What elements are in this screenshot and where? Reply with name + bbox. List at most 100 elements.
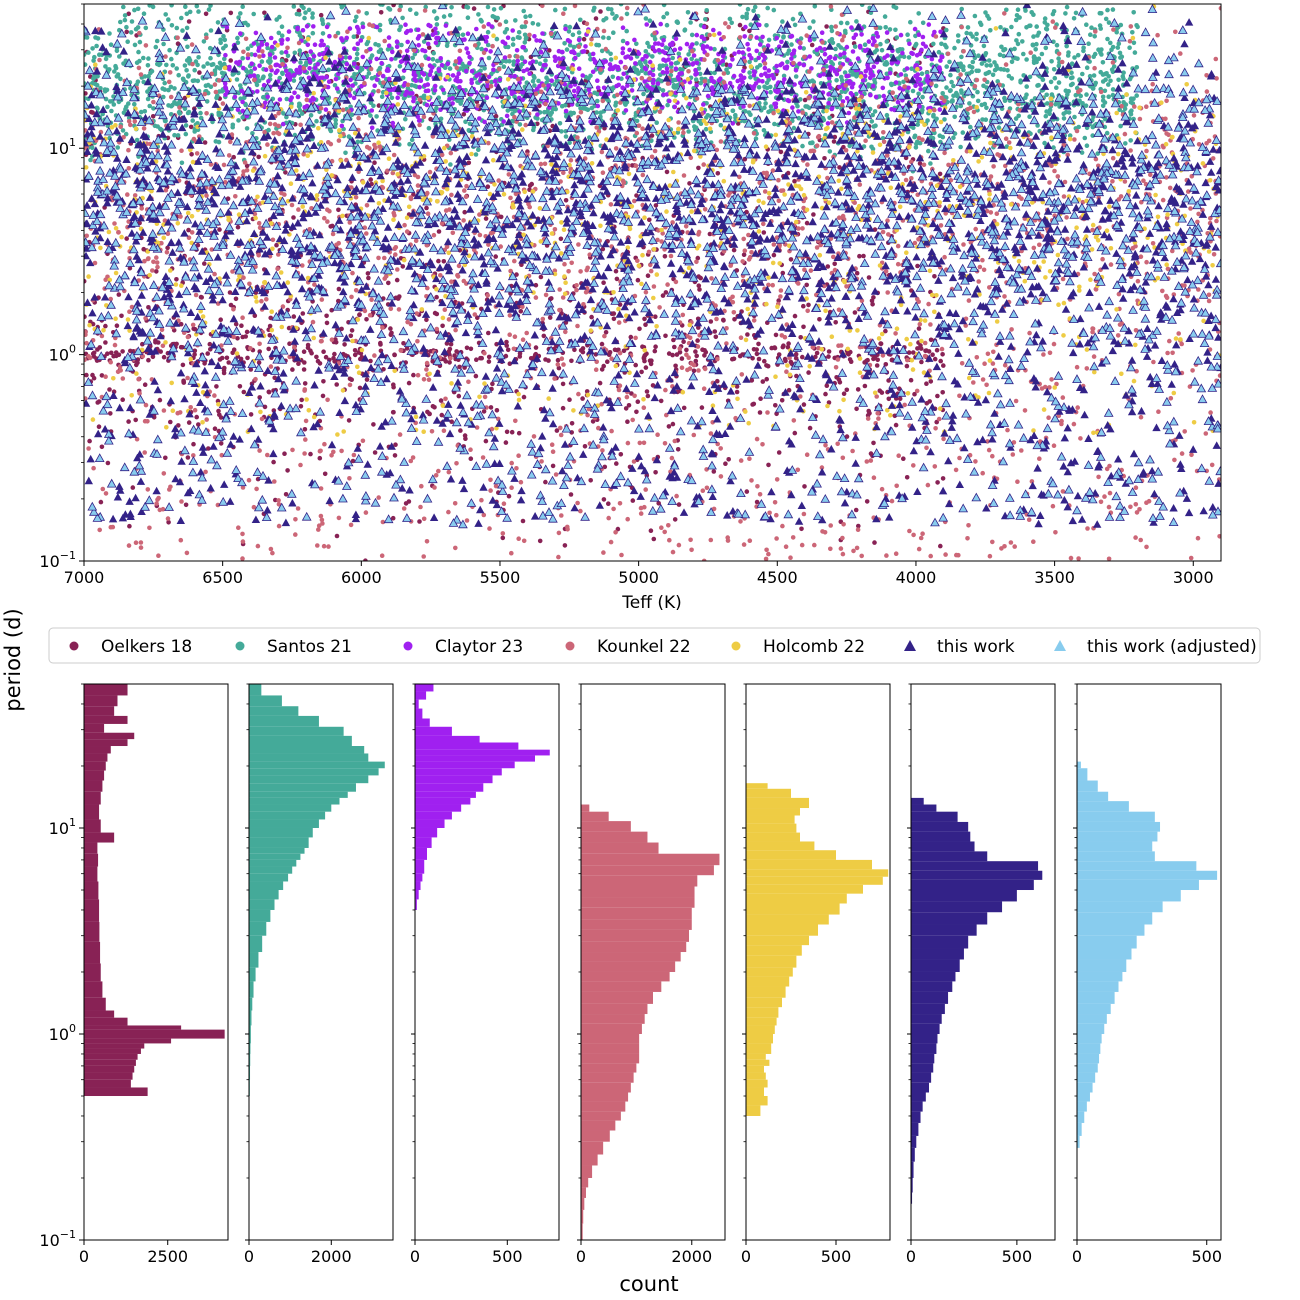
- scatter-point: [292, 50, 298, 56]
- scatter-point: [626, 403, 632, 408]
- scatter-point: [1108, 40, 1113, 46]
- scatter-point: [295, 26, 300, 32]
- scatter-point: [230, 124, 235, 130]
- scatter-point: [256, 154, 262, 160]
- scatter-point: [712, 329, 718, 334]
- scatter-point: [594, 110, 599, 115]
- scatter-point: [741, 104, 746, 109]
- scatter-point: [615, 347, 620, 353]
- scatter-point: [411, 192, 416, 197]
- scatter-point: [952, 114, 957, 120]
- scatter-point: [300, 28, 306, 33]
- scatter-point: [916, 32, 922, 37]
- scatter-point: [513, 18, 518, 23]
- scatter-point: [687, 181, 692, 186]
- scatter-point: [166, 17, 171, 22]
- scatter-point: [756, 356, 762, 362]
- scatter-point: [1092, 34, 1097, 39]
- scatter-point: [266, 389, 272, 395]
- scatter-point: [485, 4, 491, 10]
- scatter-point: [856, 523, 861, 529]
- scatter-point: [905, 32, 910, 37]
- scatter-point: [813, 354, 818, 360]
- scatter-point: [694, 32, 700, 38]
- scatter-point: [342, 342, 347, 347]
- scatter-point: [1049, 59, 1054, 64]
- scatter-point: [285, 37, 291, 42]
- scatter-point: [239, 88, 245, 94]
- scatter-point: [771, 7, 777, 13]
- scatter-point: [394, 44, 400, 50]
- scatter-point: [1087, 73, 1093, 79]
- scatter-point: [1118, 55, 1123, 60]
- scatter-point: [817, 73, 823, 78]
- scatter-point: [385, 66, 391, 72]
- scatter-point: [634, 409, 639, 415]
- scatter-point: [1109, 67, 1115, 72]
- scatter-point: [105, 104, 110, 110]
- scatter-point: [754, 35, 759, 40]
- scatter-point: [704, 8, 709, 13]
- scatter-point: [372, 83, 378, 88]
- scatter-point: [251, 73, 257, 78]
- scatter-point: [1118, 123, 1123, 129]
- scatter-point: [793, 68, 799, 73]
- scatter-point: [315, 358, 321, 364]
- scatter-point: [520, 518, 526, 524]
- scatter-point: [656, 41, 661, 46]
- scatter-point: [986, 58, 992, 63]
- scatter-point: [87, 438, 92, 444]
- scatter-point: [441, 259, 447, 264]
- scatter-point: [489, 24, 495, 29]
- scatter-point: [762, 54, 767, 60]
- scatter-point: [743, 24, 748, 30]
- scatter-point: [874, 363, 880, 368]
- scatter-point: [563, 108, 569, 114]
- scatter-point: [1106, 82, 1111, 87]
- scatter-point: [1084, 65, 1090, 70]
- scatter-point: [880, 85, 886, 91]
- scatter-point: [218, 441, 224, 446]
- scatter-point: [776, 298, 781, 303]
- scatter-point: [918, 82, 924, 87]
- scatter-point: [403, 22, 408, 28]
- scatter-point: [780, 19, 785, 24]
- scatter-point: [751, 401, 757, 407]
- scatter-point: [223, 84, 228, 90]
- scatter-point: [298, 404, 304, 409]
- scatter-point: [919, 359, 924, 365]
- scatter-point: [180, 362, 186, 368]
- scatter-point: [725, 70, 731, 76]
- scatter-point: [309, 350, 314, 356]
- scatter-point: [346, 134, 352, 139]
- scatter-point: [134, 137, 140, 143]
- scatter-point: [107, 31, 112, 36]
- scatter-point: [885, 75, 890, 81]
- scatter-point: [655, 81, 661, 86]
- scatter-point: [934, 419, 939, 425]
- scatter-point: [176, 72, 181, 78]
- scatter-point: [597, 380, 603, 386]
- scatter-point: [616, 82, 621, 88]
- scatter-point: [625, 54, 631, 59]
- scatter-point: [727, 62, 733, 68]
- scatter-point: [464, 345, 470, 351]
- scatter-point: [224, 355, 230, 361]
- scatter-point: [121, 4, 126, 10]
- scatter-point: [310, 15, 315, 20]
- scatter-point: [624, 28, 629, 34]
- scatter-point: [861, 253, 866, 259]
- scatter-point: [871, 64, 877, 69]
- scatter-point: [781, 34, 786, 39]
- scatter-point: [675, 447, 681, 452]
- scatter-point: [897, 47, 903, 52]
- scatter-point: [576, 37, 582, 43]
- scatter-point: [625, 419, 630, 425]
- scatter-point: [444, 341, 450, 346]
- scatter-point: [312, 42, 318, 47]
- scatter-point: [567, 397, 572, 403]
- scatter-point: [583, 44, 588, 49]
- scatter-point: [913, 43, 918, 49]
- scatter-point: [756, 55, 761, 61]
- scatter-point: [399, 42, 404, 48]
